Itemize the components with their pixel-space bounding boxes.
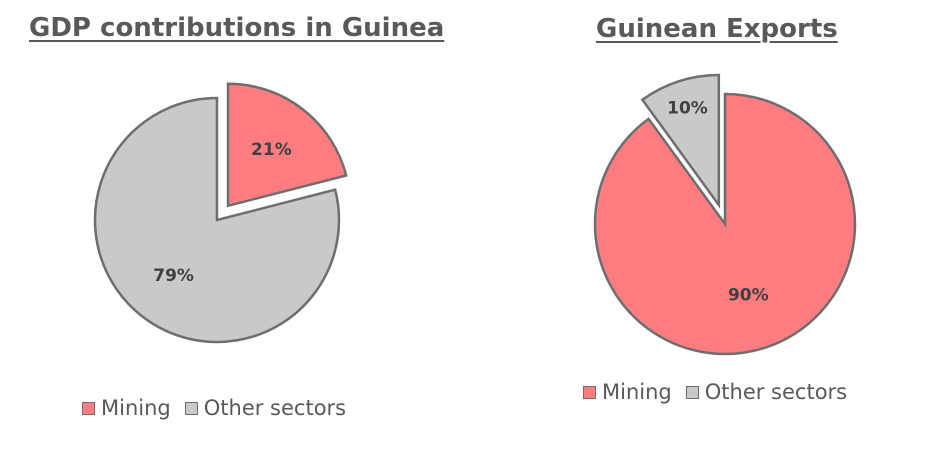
legend-item-other-sectors: Other sectors — [685, 380, 848, 404]
pie-slice-other-sectors — [93, 96, 341, 344]
pie-slice-mining — [226, 82, 348, 208]
data-label-mining: 21% — [251, 140, 292, 160]
legend-swatch-other-sectors — [184, 401, 198, 415]
legend-swatch-mining — [583, 385, 596, 399]
gdp-chart-title: GDP contributions in Guinea — [29, 13, 445, 43]
data-label-mining: 90% — [728, 286, 769, 306]
data-label-other-sectors: 79% — [153, 266, 194, 286]
legend-item-mining: Mining — [82, 396, 171, 420]
legend-label-mining: Mining — [602, 380, 672, 404]
legend-item-mining: Mining — [583, 380, 672, 404]
legend-swatch-mining — [82, 401, 95, 415]
gdp-chart-panel: GDP contributions in Guinea 21% 79% Minin… — [29, 13, 445, 420]
legend-item-other-sectors: Other sectors — [184, 396, 347, 420]
pie-slice-other-sectors — [640, 73, 721, 209]
exports-pie-chart: 90% 10% — [593, 73, 857, 356]
legend-swatch-other-sectors — [685, 385, 699, 399]
exports-chart-panel: Guinean Exports 90% 10% Mining Other sect… — [469, 0, 938, 449]
exports-chart-legend: Mining Other sectors — [583, 380, 861, 404]
exports-chart-title: Guinean Exports — [596, 14, 838, 44]
legend-label-mining: Mining — [101, 396, 171, 420]
gdp-pie-chart: 21% 79% — [93, 82, 348, 344]
pie-slice-mining — [593, 92, 857, 356]
gdp-chart-legend: Mining Other sectors — [82, 396, 360, 420]
legend-label-other-sectors: Other sectors — [203, 396, 347, 420]
legend-label-other-sectors: Other sectors — [704, 380, 848, 404]
data-label-other-sectors: 10% — [667, 99, 708, 119]
